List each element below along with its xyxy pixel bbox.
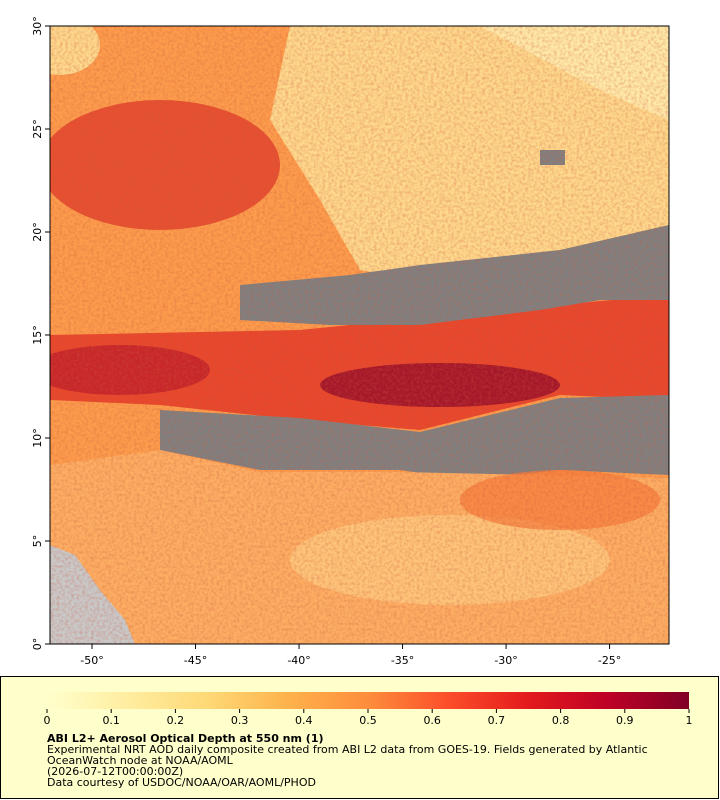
aod-map (50, 26, 669, 644)
y-tick-label: 25° (31, 119, 44, 139)
y-tick-label: 20° (31, 222, 44, 242)
colorbar-tick-label: 0.9 (616, 714, 634, 727)
caption: Experimental NRT AOD daily composite cre… (47, 743, 648, 789)
colorbar-tick-label: 0.4 (295, 714, 313, 727)
x-tick-label: -35° (391, 654, 414, 667)
colorbar-tick-label: 0.3 (231, 714, 249, 727)
colorbar-tick-label: 0 (44, 714, 51, 727)
x-tick-label: -40° (287, 654, 310, 667)
y-tick-label: 15° (31, 325, 44, 345)
y-tick-label: 5° (31, 535, 44, 548)
x-tick-label: -25° (598, 654, 621, 667)
caption-line: OceanWatch node at NOAA/AOML (47, 754, 234, 767)
colorbar-tick-label: 0.7 (488, 714, 506, 727)
x-tick-label: -45° (184, 654, 207, 667)
y-tick-label: 10° (31, 428, 44, 448)
colorbar-tick-label: 0.1 (102, 714, 120, 727)
x-tick-label: -30° (494, 654, 517, 667)
x-tick-label: -50° (80, 654, 103, 667)
caption-line: Data courtesy of USDOC/NOAA/OAR/AOML/PHO… (47, 776, 316, 789)
colorbar-tick-label: 0.8 (552, 714, 570, 727)
colorbar-tick-label: 1 (686, 714, 693, 727)
caption-title: ABI L2+ Aerosol Optical Depth at 550 nm … (47, 732, 324, 745)
colorbar-tick-label: 0.2 (167, 714, 185, 727)
colorbar-tick-label: 0.6 (423, 714, 441, 727)
colorbar (47, 692, 689, 709)
caption-line: Experimental NRT AOD daily composite cre… (47, 743, 648, 756)
caption-line: (2026-07-12T00:00:00Z) (47, 765, 183, 778)
colorbar-tick-label: 0.5 (359, 714, 377, 727)
y-tick-label: 30° (31, 16, 44, 36)
y-tick-label: 0° (31, 638, 44, 651)
